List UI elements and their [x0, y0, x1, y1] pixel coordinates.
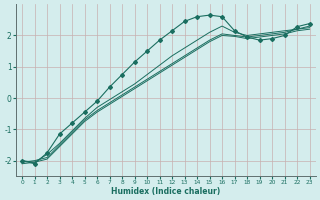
X-axis label: Humidex (Indice chaleur): Humidex (Indice chaleur)	[111, 187, 220, 196]
